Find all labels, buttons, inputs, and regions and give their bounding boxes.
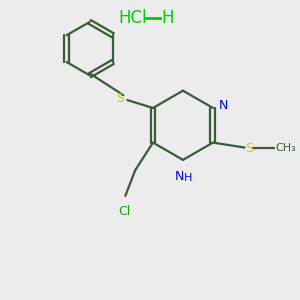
Text: H: H [184, 173, 192, 183]
Text: H: H [161, 10, 174, 28]
Text: S: S [246, 142, 254, 155]
Text: CH₃: CH₃ [275, 142, 296, 152]
Text: N: N [219, 100, 228, 112]
Text: Cl: Cl [118, 205, 130, 218]
Text: N: N [174, 170, 184, 183]
Text: S: S [116, 92, 124, 105]
Text: HCl: HCl [119, 10, 147, 28]
